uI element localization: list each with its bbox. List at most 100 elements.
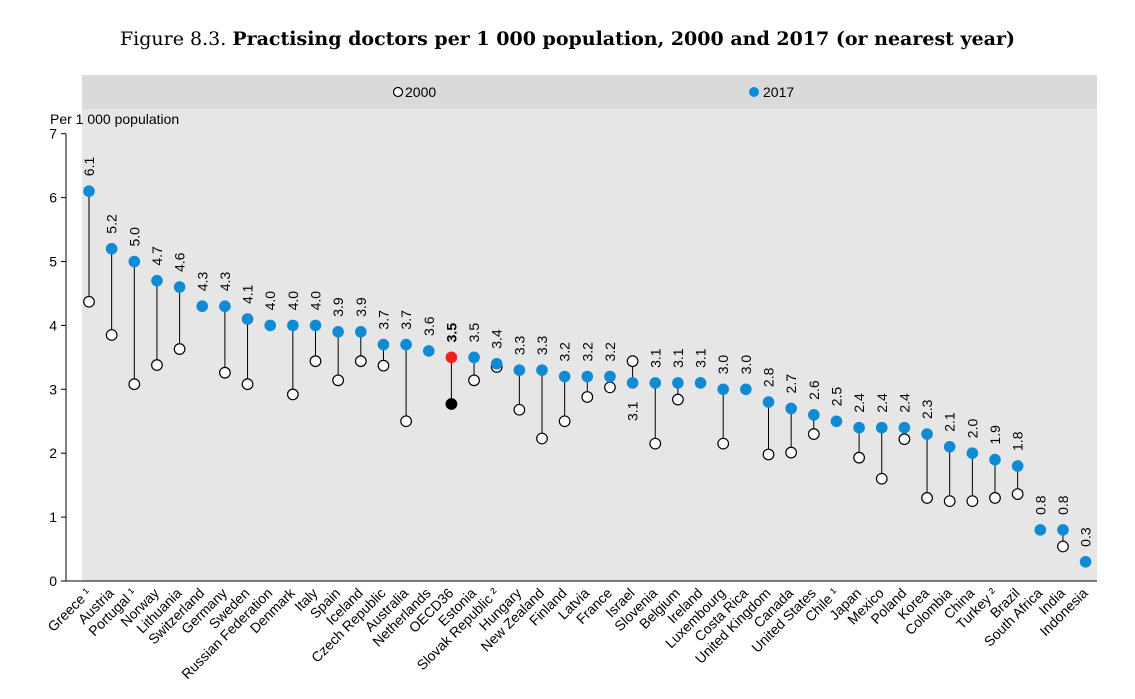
point-2017 — [1079, 556, 1092, 568]
point-2017 — [219, 300, 231, 313]
point-2017 — [626, 377, 639, 389]
legend-2017-label: 2017 — [763, 84, 794, 100]
value-label: 3.3 — [534, 335, 550, 355]
value-label: 2.0 — [964, 419, 980, 439]
point-2017 — [422, 345, 435, 357]
point-2017 — [105, 242, 118, 255]
point-2000 — [128, 378, 141, 391]
point-2017 — [989, 453, 1001, 466]
value-label: 2.4 — [896, 393, 912, 413]
value-label: 3.1 — [647, 348, 663, 368]
point-2017 — [468, 351, 480, 364]
y-tick-label: 2 — [49, 445, 57, 461]
point-2017 — [694, 377, 707, 389]
point-2000 — [400, 415, 413, 428]
point-2017 — [445, 351, 458, 364]
point-2000 — [966, 495, 979, 508]
value-label: 5.0 — [126, 227, 142, 247]
legend-band — [82, 75, 1097, 109]
point-2000 — [377, 359, 390, 372]
point-2017 — [241, 313, 254, 325]
value-label: 3.9 — [330, 297, 346, 317]
point-2000 — [468, 374, 480, 387]
y-tick-label: 4 — [49, 317, 57, 333]
point-2017 — [808, 409, 820, 421]
value-label: 5.2 — [104, 214, 120, 234]
y-tick-label: 6 — [49, 190, 57, 206]
value-label: 2.4 — [851, 393, 867, 413]
point-2000 — [173, 343, 186, 355]
point-2017 — [558, 370, 571, 383]
point-2017 — [604, 370, 616, 383]
point-2000 — [762, 448, 775, 461]
point-2017 — [1034, 524, 1047, 536]
point-2017 — [83, 185, 95, 198]
point-2017 — [490, 357, 503, 370]
point-2017 — [1057, 524, 1069, 536]
value-label: 3.1 — [693, 348, 709, 368]
value-label: 3.0 — [738, 355, 754, 375]
value-label: 4.3 — [217, 272, 233, 292]
value-label: 6.1 — [81, 157, 97, 177]
chart-title-prefix: Figure 8.3. — [120, 28, 233, 50]
point-2017 — [309, 319, 322, 332]
point-2017 — [717, 383, 729, 396]
value-label: 3.0 — [715, 355, 731, 375]
point-2017 — [355, 325, 367, 338]
point-2000 — [105, 329, 118, 341]
point-2000 — [672, 393, 684, 406]
point-2017 — [196, 300, 209, 313]
value-label: 3.9 — [353, 297, 369, 317]
point-2017 — [332, 325, 344, 338]
point-2017 — [536, 364, 548, 376]
value-label: 0.3 — [1078, 527, 1094, 547]
chart-title: Figure 8.3. Practising doctors per 1 000… — [0, 28, 1135, 50]
value-label: 4.1 — [240, 284, 256, 304]
point-2017 — [400, 338, 412, 351]
value-label: 2.1 — [942, 412, 958, 432]
point-2017 — [264, 319, 277, 332]
value-label: 4.0 — [308, 291, 324, 311]
value-label: 2.3 — [919, 399, 935, 419]
point-2000 — [604, 381, 616, 394]
point-2017 — [853, 421, 865, 434]
markers-2017 — [83, 185, 1092, 568]
y-tick-label: 0 — [49, 573, 57, 589]
value-label: 3.1 — [625, 401, 641, 421]
point-2017 — [1011, 460, 1024, 472]
value-label: 3.3 — [511, 335, 527, 355]
point-2000 — [558, 415, 571, 428]
point-2000 — [332, 374, 345, 387]
y-tick-label: 1 — [49, 509, 57, 525]
point-2000 — [853, 451, 865, 464]
point-2000 — [807, 428, 820, 440]
point-2017 — [581, 370, 594, 383]
value-label: 3.5 — [443, 323, 459, 343]
point-2000 — [898, 433, 911, 446]
value-label: 4.6 — [172, 252, 188, 272]
point-2017 — [966, 447, 979, 460]
value-label: 1.8 — [1010, 431, 1026, 451]
point-2000 — [921, 492, 933, 504]
value-label: 3.2 — [579, 342, 595, 362]
point-2000 — [218, 366, 231, 379]
point-2017 — [513, 364, 526, 376]
value-label: 0.8 — [1055, 495, 1071, 515]
value-label: 4.0 — [262, 291, 278, 311]
chart-title-main: Practising doctors per 1 000 population,… — [232, 28, 1015, 50]
y-tick-label: 7 — [49, 126, 57, 142]
point-2000 — [989, 492, 1001, 504]
point-2017 — [287, 319, 299, 332]
point-2017 — [377, 338, 390, 351]
point-2017 — [151, 274, 163, 287]
value-label: 3.1 — [670, 348, 686, 368]
point-2000 — [875, 472, 888, 485]
point-2000 — [445, 398, 458, 410]
point-2000 — [785, 446, 798, 459]
value-label: 2.6 — [806, 380, 822, 400]
point-2000 — [309, 355, 322, 368]
point-2000 — [1057, 540, 1069, 553]
point-2017 — [762, 396, 775, 408]
